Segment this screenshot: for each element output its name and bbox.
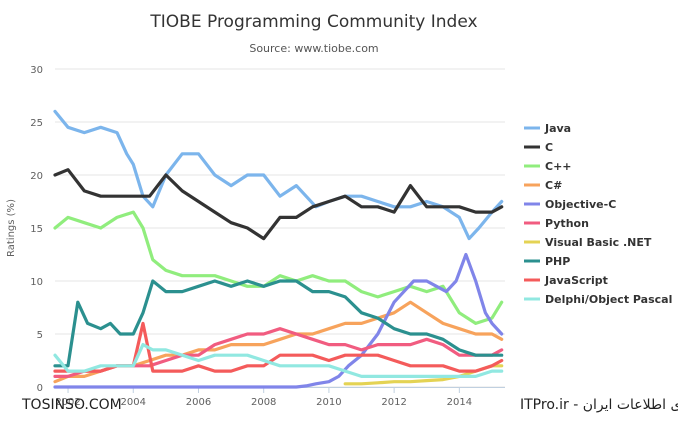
legend-item[interactable]: Objective-C xyxy=(524,198,616,211)
legend-item[interactable]: JavaScript xyxy=(524,274,608,287)
legend-label: C++ xyxy=(545,160,572,173)
x-tick-label: 2002 xyxy=(55,397,80,408)
x-tick-label: 2010 xyxy=(316,397,341,408)
x-tick-label: 2006 xyxy=(186,397,211,408)
watermark-right: انجمن تخصصی فناوری اطلاعات ایران - ITPro… xyxy=(520,397,678,413)
y-tick-label: 5 xyxy=(37,330,43,341)
chart-title: TIOBE Programming Community Index xyxy=(149,12,477,32)
legend-item[interactable]: C xyxy=(524,141,553,154)
legend-item[interactable]: Python xyxy=(524,217,589,230)
legend[interactable]: Java C C++ C# Objective-C Python Visual Basic … xyxy=(524,122,672,306)
legend-label: Objective-C xyxy=(545,198,616,211)
x-tick-label: 2004 xyxy=(121,397,146,408)
legend-label: PHP xyxy=(545,255,570,268)
legend-item[interactable]: PHP xyxy=(524,255,570,268)
legend-label: C# xyxy=(545,179,562,192)
y-tick-label: 20 xyxy=(30,171,43,182)
legend-label: Visual Basic .NET xyxy=(545,236,652,249)
y-tick-label: 10 xyxy=(30,277,43,288)
series-line-c-[interactable] xyxy=(53,210,504,325)
y-axis-ticks: 0 5 10 15 20 25 30 xyxy=(30,65,43,394)
y-tick-label: 30 xyxy=(30,65,43,76)
chart-subtitle: Source: www.tiobe.com xyxy=(249,42,378,55)
legend-label: Java xyxy=(544,122,571,135)
legend-item[interactable]: C# xyxy=(524,179,562,192)
legend-item[interactable]: Delphi/Object Pascal xyxy=(524,293,672,306)
series-line-java[interactable] xyxy=(53,109,504,241)
y-axis-title: Ratings (%) xyxy=(6,199,17,257)
x-tick-label: 2012 xyxy=(381,397,406,408)
series-lines xyxy=(53,109,504,389)
y-tick-label: 0 xyxy=(37,383,43,394)
y-tick-label: 15 xyxy=(30,224,43,235)
series-line-delphi-object-pascal[interactable] xyxy=(53,343,504,378)
series-line-c[interactable] xyxy=(53,168,504,241)
watermark-left: TOSINSO.COM xyxy=(21,397,122,413)
legend-item[interactable]: Visual Basic .NET xyxy=(524,236,652,249)
series-line-php[interactable] xyxy=(53,279,504,368)
x-tick-label: 2014 xyxy=(447,397,472,408)
x-axis-ticks: 2002 2004 2006 2008 2010 2012 2014 xyxy=(55,387,472,408)
y-tick-label: 25 xyxy=(30,118,43,129)
legend-label: JavaScript xyxy=(544,274,608,287)
legend-item[interactable]: C++ xyxy=(524,160,572,173)
x-tick-label: 2008 xyxy=(251,397,276,408)
legend-label: Delphi/Object Pascal xyxy=(545,293,672,306)
legend-label: Python xyxy=(545,217,589,230)
series-line-objective-c[interactable] xyxy=(53,252,504,389)
legend-label: C xyxy=(545,141,553,154)
legend-item[interactable]: Java xyxy=(524,122,571,135)
